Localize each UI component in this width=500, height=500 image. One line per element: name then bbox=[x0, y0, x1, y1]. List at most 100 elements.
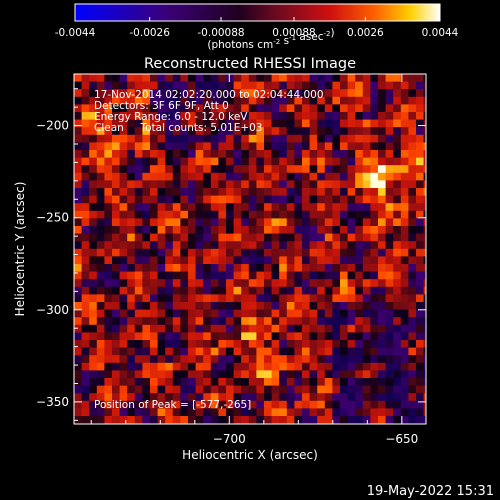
heatmap-cell bbox=[157, 74, 166, 82]
heatmap-cell bbox=[241, 226, 250, 234]
heatmap-cell bbox=[112, 157, 120, 166]
heatmap-cell bbox=[134, 81, 143, 90]
heatmap-cell bbox=[370, 264, 379, 272]
heatmap-cell bbox=[393, 370, 402, 379]
heatmap-cell bbox=[74, 180, 82, 189]
heatmap-cell bbox=[134, 96, 143, 105]
heatmap-cell bbox=[127, 127, 136, 136]
heatmap-cell bbox=[362, 74, 371, 82]
heatmap-cell bbox=[378, 188, 386, 196]
heatmap-cell bbox=[408, 134, 417, 143]
heatmap-cell bbox=[218, 256, 227, 265]
heatmap-cell bbox=[309, 89, 318, 98]
heatmap-cell bbox=[408, 378, 417, 386]
heatmap-cell bbox=[279, 294, 288, 303]
heatmap-cell bbox=[188, 195, 196, 204]
heatmap-cell bbox=[347, 347, 356, 356]
heatmap-cell bbox=[172, 157, 181, 166]
heatmap-cell bbox=[172, 347, 181, 356]
heatmap-cell bbox=[218, 309, 227, 318]
heatmap-cell bbox=[233, 150, 242, 158]
heatmap-cell bbox=[271, 264, 280, 272]
heatmap-cell bbox=[203, 332, 212, 341]
heatmap-cell bbox=[241, 423, 250, 424]
heatmap-cell bbox=[226, 89, 234, 98]
heatmap-cell bbox=[393, 378, 402, 386]
heatmap-cell bbox=[332, 195, 341, 204]
heatmap-cell bbox=[302, 165, 310, 174]
heatmap-cell bbox=[423, 203, 426, 212]
heatmap-cell bbox=[423, 127, 426, 136]
heatmap-cell bbox=[393, 172, 402, 181]
heatmap-cell bbox=[400, 378, 409, 386]
heatmap-cell bbox=[385, 127, 394, 136]
heatmap-cell bbox=[195, 279, 204, 288]
heatmap-cell bbox=[385, 362, 394, 371]
heatmap-cell bbox=[286, 188, 295, 196]
heatmap-cell bbox=[89, 400, 98, 409]
heatmap-cell bbox=[180, 104, 189, 113]
heatmap-cell bbox=[157, 248, 166, 257]
heatmap-cell bbox=[157, 309, 166, 318]
heatmap-cell bbox=[309, 370, 318, 379]
heatmap-cell bbox=[256, 203, 265, 212]
heatmap-cell bbox=[279, 157, 288, 166]
heatmap-cell bbox=[180, 188, 189, 196]
heatmap-cell bbox=[127, 180, 136, 189]
heatmap-cell bbox=[340, 134, 348, 143]
heatmap-cell bbox=[264, 142, 272, 151]
heatmap-cell bbox=[362, 378, 371, 386]
heatmap-cell bbox=[317, 248, 326, 257]
heatmap-cell bbox=[218, 233, 227, 242]
heatmap-cell bbox=[286, 378, 295, 386]
heatmap-cell bbox=[104, 157, 113, 166]
heatmap-cell bbox=[271, 286, 280, 295]
heatmap-cell bbox=[104, 127, 113, 136]
heatmap-cell bbox=[188, 119, 196, 128]
heatmap-cell bbox=[119, 279, 128, 288]
heatmap-cell bbox=[233, 362, 242, 371]
heatmap-cell bbox=[248, 400, 257, 409]
heatmap-cell bbox=[347, 317, 356, 326]
heatmap-cell bbox=[226, 378, 234, 386]
heatmap-cell bbox=[416, 233, 424, 242]
heatmap-cell bbox=[241, 400, 250, 409]
heatmap-cell bbox=[150, 172, 158, 181]
heatmap-cell bbox=[89, 134, 98, 143]
heatmap-cell bbox=[332, 241, 341, 250]
heatmap-cell bbox=[134, 74, 143, 82]
heatmap-cell bbox=[248, 279, 257, 288]
heatmap-cell bbox=[89, 119, 98, 128]
heatmap-cell bbox=[134, 89, 143, 98]
heatmap-cell bbox=[385, 370, 394, 379]
heatmap-cell bbox=[400, 400, 409, 409]
heatmap-cell bbox=[195, 393, 204, 402]
heatmap-cell bbox=[286, 362, 295, 371]
heatmap-cell bbox=[210, 317, 219, 326]
heatmap-cell bbox=[165, 241, 174, 250]
heatmap-cell bbox=[96, 362, 105, 371]
heatmap-cell bbox=[195, 134, 204, 143]
heatmap-cell bbox=[89, 165, 98, 174]
heatmap-cell bbox=[408, 74, 417, 82]
heatmap-cell bbox=[233, 279, 242, 288]
heatmap-cell bbox=[317, 286, 326, 295]
heatmap-cell bbox=[104, 241, 113, 250]
heatmap-cell bbox=[195, 256, 204, 265]
heatmap-cell bbox=[119, 324, 128, 333]
heatmap-cell bbox=[416, 294, 424, 303]
heatmap-cell bbox=[302, 180, 310, 189]
heatmap-cell bbox=[286, 112, 295, 120]
heatmap-cell bbox=[302, 104, 310, 113]
heatmap-cell bbox=[378, 226, 386, 234]
heatmap-cell bbox=[119, 134, 128, 143]
heatmap-cell bbox=[119, 188, 128, 196]
heatmap-cell bbox=[112, 134, 120, 143]
heatmap-cell bbox=[241, 248, 250, 257]
heatmap-cell bbox=[195, 104, 204, 113]
heatmap-cell bbox=[226, 172, 234, 181]
heatmap-cell bbox=[134, 241, 143, 250]
heatmap-cell bbox=[347, 165, 356, 174]
heatmap-cell bbox=[317, 279, 326, 288]
heatmap-cell bbox=[385, 150, 394, 158]
